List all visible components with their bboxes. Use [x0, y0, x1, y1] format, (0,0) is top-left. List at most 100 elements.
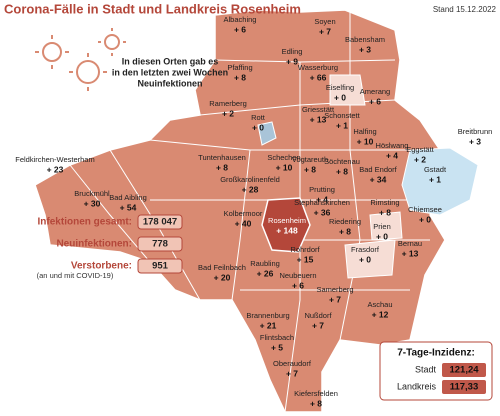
place-name: Höslwang [376, 141, 409, 150]
place-cases: + 8 [304, 164, 316, 174]
stat-note: (an und mit COVID-19) [37, 271, 114, 280]
incidence-label: Landkreis [397, 381, 437, 391]
incidence-value: 117,33 [450, 382, 479, 393]
place-cases: + 3 [359, 44, 371, 54]
place-cases: + 10 [276, 162, 293, 172]
legend-line: in den letzten zwei Wochen [112, 67, 228, 77]
stat-label: Neuinfektionen: [56, 239, 132, 250]
stat-value: 778 [152, 239, 168, 250]
place-name: Albaching [224, 15, 257, 24]
place-name: Neubeuern [279, 271, 316, 280]
stat-value-box [137, 214, 183, 230]
place-name: Prutting [309, 185, 335, 194]
place-cases: + 148 [276, 225, 298, 235]
district-area [34, 9, 472, 413]
place-cases: + 8 [336, 166, 348, 176]
place-cases: + 8 [234, 72, 246, 82]
virus-icons [35, 28, 126, 91]
place-cases: + 8 [310, 398, 322, 408]
place-name: Soyen [314, 17, 335, 26]
place-cases: + 4 [386, 150, 398, 160]
place-cases: + 23 [47, 164, 64, 174]
place-name: Pfaffing [227, 63, 252, 72]
place-cases: + 20 [214, 272, 231, 282]
stat-value-box [137, 236, 183, 252]
place-name: Amerang [360, 87, 390, 96]
stat-label: Verstorbene: [71, 261, 132, 272]
place-cases: + 12 [372, 309, 389, 319]
lake [401, 147, 479, 216]
place-cases: + 0 [419, 214, 431, 224]
place-name: Bad Aibling [109, 193, 147, 202]
place-cases: + 6 [234, 24, 246, 34]
place-cases: + 0 [252, 122, 264, 132]
place-name: Bernau [398, 239, 422, 248]
border [69, 164, 151, 263]
place-name: Kiefersfelden [294, 389, 338, 398]
place-cases: + 6 [292, 280, 304, 290]
place-cases: + 2 [414, 154, 426, 164]
place-name: Halfing [353, 127, 376, 136]
place-cases: + 8 [216, 162, 228, 172]
place-cases: + 1 [336, 120, 348, 130]
incidence-value-box [442, 363, 486, 377]
zero-area [329, 74, 366, 106]
place-cases: + 66 [310, 72, 327, 82]
place-cases: + 5 [271, 342, 283, 352]
lake [257, 121, 277, 146]
virus-spikes [35, 28, 126, 91]
place-name: Tuntenhausen [198, 153, 246, 162]
place-cases: + 1 [429, 174, 441, 184]
place-name: Vogtareuth [292, 155, 328, 164]
zero-area [369, 211, 403, 241]
place-name: Rott [251, 113, 266, 122]
zero-area [344, 239, 396, 279]
stat-value: 951 [152, 261, 169, 272]
place-cases: + 54 [120, 202, 137, 212]
place-cases: + 26 [257, 268, 274, 278]
place-name: Riedering [329, 217, 361, 226]
legend-line: Neuinfektionen [137, 78, 202, 88]
place-cases: + 0 [334, 92, 346, 102]
place-name: Rohrdorf [290, 245, 320, 254]
border [149, 139, 440, 151]
legend-line: In diesen Orten gab es [122, 56, 219, 66]
border [231, 149, 251, 301]
place-name: Kolbermoor [224, 209, 263, 218]
place-cases: + 3 [469, 136, 481, 146]
date: Stand 15.12.2022 [433, 5, 497, 14]
place-name: Söchtenau [324, 157, 360, 166]
place-name: Gstadt [424, 165, 447, 174]
place-cases: + 7 [319, 26, 331, 36]
place-name: Aschau [367, 300, 392, 309]
virus-icon [42, 42, 62, 62]
place-name: Feldkirchen-Westerham [15, 155, 94, 164]
place-name: Eiselfing [326, 83, 354, 92]
place-name: Ramerberg [209, 99, 247, 108]
place-cases: + 9 [286, 56, 298, 66]
place-name: Bad Feilnbach [198, 263, 246, 272]
place-cases: + 30 [84, 198, 101, 208]
place-name: Samerberg [316, 285, 353, 294]
incidence-value: 121,24 [449, 365, 479, 376]
stat-label: Infektionen gesamt: [38, 217, 132, 228]
incidence-label: Stadt [415, 364, 437, 374]
place-name: Wasserburg [298, 63, 338, 72]
place-cases: + 8 [339, 226, 351, 236]
place-name: Schonstett [324, 111, 360, 120]
place-name: Prien [373, 222, 391, 231]
place-name: Bruckmühl [74, 189, 110, 198]
incidence-title: 7-Tage-Inzidenz: [397, 348, 475, 359]
place-name: Brannenburg [246, 311, 289, 320]
incidence-value-box [442, 380, 486, 394]
virus-icon [104, 34, 120, 50]
place-name: Nußdorf [304, 311, 332, 320]
place-cases: + 0 [376, 231, 388, 241]
place-name: Babensham [345, 35, 385, 44]
place-cases: + 36 [314, 207, 331, 217]
place-name: Frasdorf [351, 245, 380, 254]
place-name: Edling [282, 47, 303, 56]
place-cases: + 15 [297, 254, 314, 264]
